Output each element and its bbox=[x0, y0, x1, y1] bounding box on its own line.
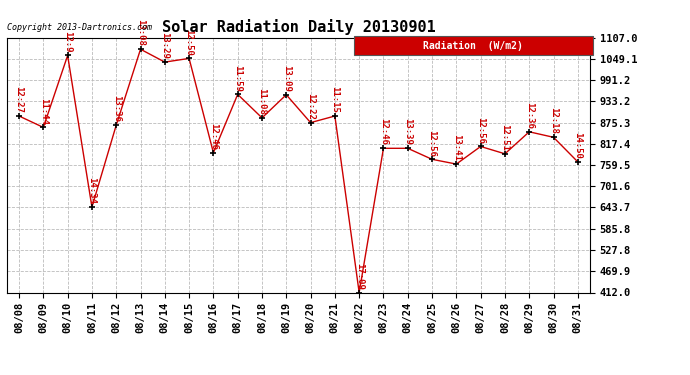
Text: 13:41: 13:41 bbox=[452, 134, 461, 161]
Text: 12:56: 12:56 bbox=[476, 117, 485, 144]
Text: 12:56: 12:56 bbox=[428, 129, 437, 156]
Text: 17:09: 17:09 bbox=[355, 263, 364, 290]
Text: 11:44: 11:44 bbox=[39, 98, 48, 124]
Text: 12:46: 12:46 bbox=[379, 118, 388, 146]
Text: 13:39: 13:39 bbox=[403, 118, 412, 146]
Text: 11:08: 11:08 bbox=[257, 88, 266, 115]
Text: 13:09: 13:09 bbox=[282, 65, 290, 92]
Text: 11:59: 11:59 bbox=[233, 64, 242, 92]
Text: 13:29: 13:29 bbox=[160, 32, 169, 59]
Text: Radiation  (W/m2): Radiation (W/m2) bbox=[424, 41, 523, 51]
Title: Solar Radiation Daily 20130901: Solar Radiation Daily 20130901 bbox=[161, 19, 435, 35]
Text: 12:36: 12:36 bbox=[524, 102, 534, 129]
Text: 14:50: 14:50 bbox=[573, 132, 582, 159]
Text: 12:50: 12:50 bbox=[185, 28, 194, 56]
Text: 13:08: 13:08 bbox=[136, 20, 145, 46]
Text: 12:9: 12:9 bbox=[63, 31, 72, 52]
Text: 11:15: 11:15 bbox=[331, 86, 339, 113]
Text: 12:27: 12:27 bbox=[14, 86, 23, 113]
Text: 12:22: 12:22 bbox=[306, 93, 315, 120]
FancyBboxPatch shape bbox=[354, 36, 593, 56]
Text: 12:18: 12:18 bbox=[549, 108, 558, 134]
Text: 12:51: 12:51 bbox=[500, 124, 509, 151]
Text: Copyright 2013-Dartronics.com: Copyright 2013-Dartronics.com bbox=[7, 23, 152, 32]
Text: 12:46: 12:46 bbox=[209, 123, 218, 150]
Text: 13:36: 13:36 bbox=[112, 95, 121, 122]
Text: 14:34: 14:34 bbox=[88, 177, 97, 204]
